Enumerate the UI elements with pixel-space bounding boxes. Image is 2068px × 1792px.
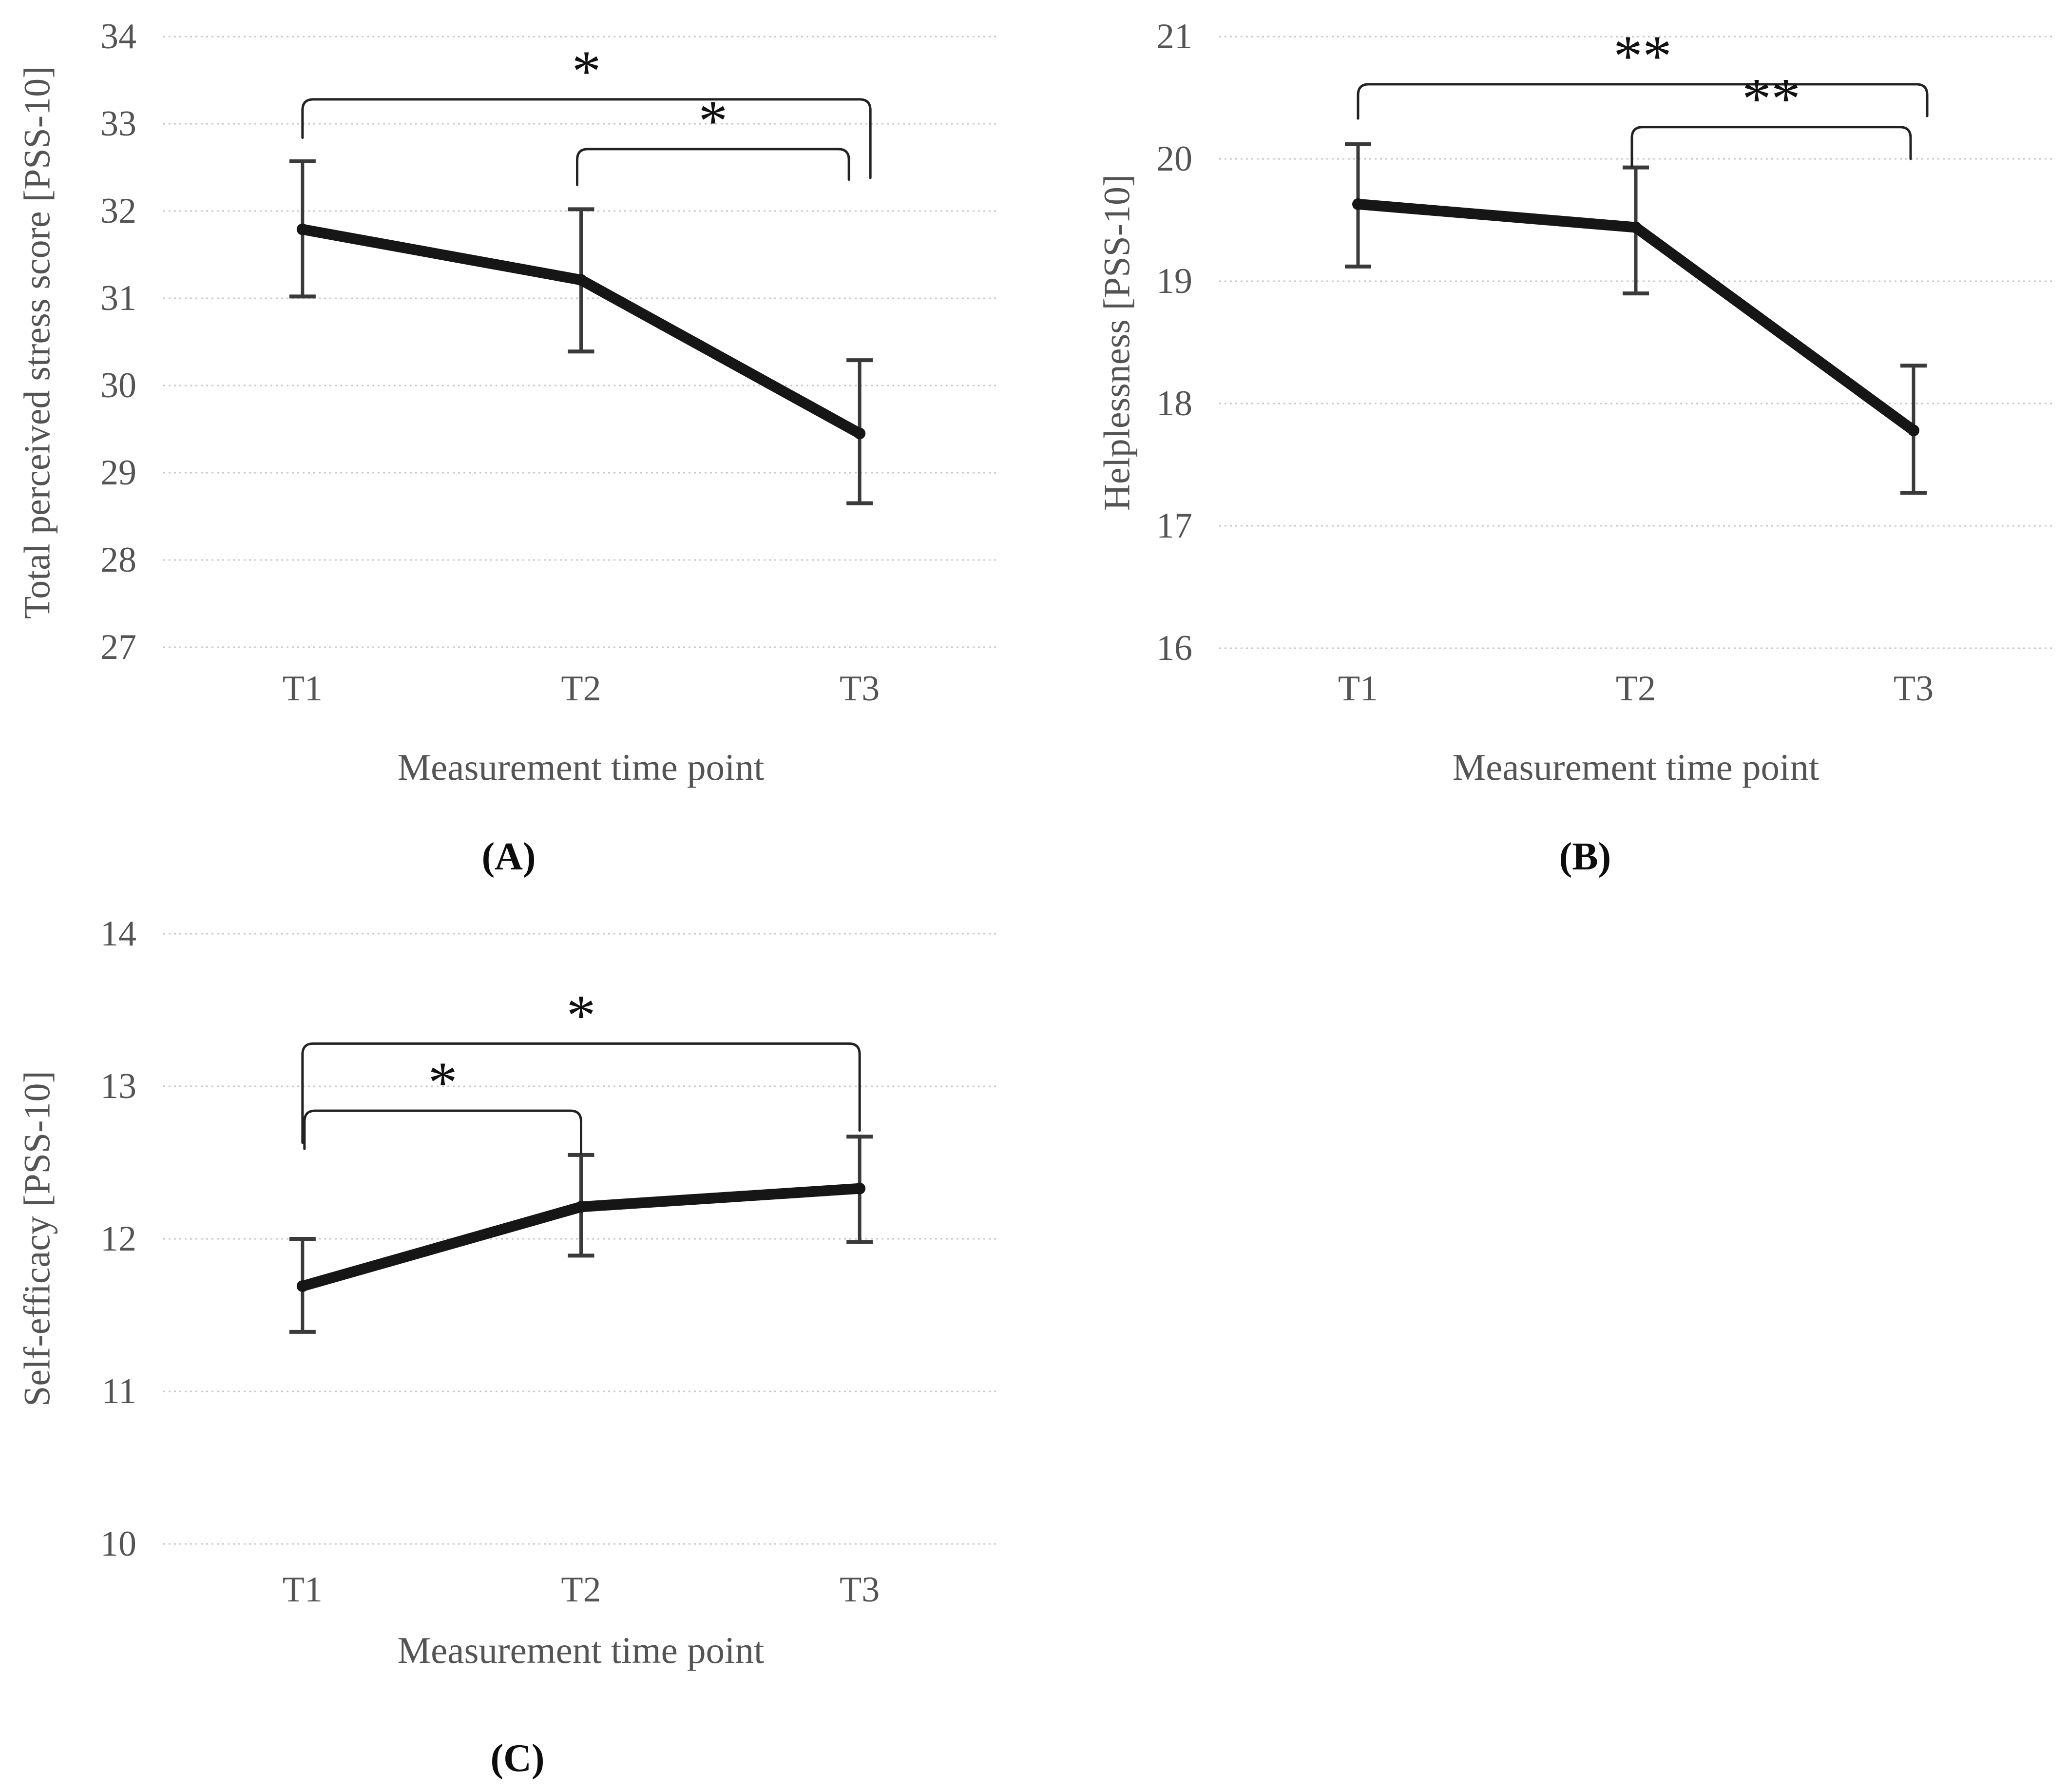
panel-label: (C): [490, 1737, 545, 1780]
data-point-marker: [575, 1201, 587, 1213]
x-tick-label: T1: [282, 1570, 323, 1610]
y-tick-label: 18: [1156, 384, 1192, 424]
x-tick-label: T2: [561, 669, 601, 709]
y-tick-label: 33: [100, 104, 136, 144]
x-tick-label: T1: [1338, 669, 1379, 709]
x-tick-label: T3: [1893, 669, 1934, 709]
y-tick-label: 10: [100, 1524, 136, 1564]
significance-bracket: [301, 1042, 861, 1144]
significance-label: *: [428, 1050, 458, 1115]
y-tick-label: 34: [100, 17, 136, 57]
y-tick-label: 21: [1156, 17, 1192, 57]
y-tick-label: 17: [1156, 506, 1192, 546]
y-tick-label: 13: [100, 1066, 136, 1106]
x-axis-title: Measurement time point: [397, 1629, 765, 1671]
significance-bracket: [576, 148, 850, 186]
y-tick-label: 14: [100, 914, 136, 954]
x-tick-label: T1: [282, 669, 323, 709]
data-point-marker: [854, 1182, 866, 1195]
significance-bracket: [303, 1109, 582, 1155]
panel-label: (B): [1559, 835, 1611, 878]
y-tick-label: 30: [100, 366, 136, 405]
significance-label: *: [572, 39, 601, 103]
significance-label: *: [567, 983, 596, 1047]
x-axis-title: Measurement time point: [397, 746, 765, 788]
x-tick-label: T2: [1615, 669, 1656, 709]
y-tick-label: 11: [101, 1371, 136, 1411]
significance-bracket: [1357, 83, 1929, 120]
y-tick-label: 31: [100, 278, 136, 318]
x-tick-label: T3: [840, 669, 880, 709]
data-point-marker: [1630, 221, 1642, 233]
data-point-marker: [854, 427, 866, 440]
y-tick-label: 12: [100, 1219, 136, 1259]
panel-label: (A): [481, 835, 536, 878]
data-point-marker: [296, 1280, 308, 1292]
y-axis-title: Helplessness [PSS-10]: [1096, 174, 1138, 511]
y-tick-label: 28: [100, 540, 136, 580]
significance-label: **: [1613, 23, 1672, 88]
y-tick-label: 32: [100, 191, 136, 231]
significance-label: **: [1742, 66, 1800, 131]
data-point-marker: [575, 274, 587, 286]
x-axis-title: Measurement time point: [1452, 746, 1819, 788]
y-tick-label: 16: [1156, 628, 1192, 668]
data-point-marker: [296, 223, 308, 235]
significance-bracket: [301, 98, 872, 179]
data-point-marker: [1908, 424, 1919, 437]
significance-label: *: [698, 88, 728, 153]
significance-bracket: [1630, 126, 1912, 168]
y-tick-label: 20: [1156, 139, 1192, 179]
y-tick-label: 27: [100, 627, 136, 667]
y-tick-label: 29: [100, 453, 136, 493]
y-tick-label: 19: [1156, 261, 1192, 301]
data-point-marker: [1352, 198, 1364, 210]
x-tick-label: T3: [840, 1570, 880, 1610]
x-tick-label: T2: [561, 1570, 601, 1610]
